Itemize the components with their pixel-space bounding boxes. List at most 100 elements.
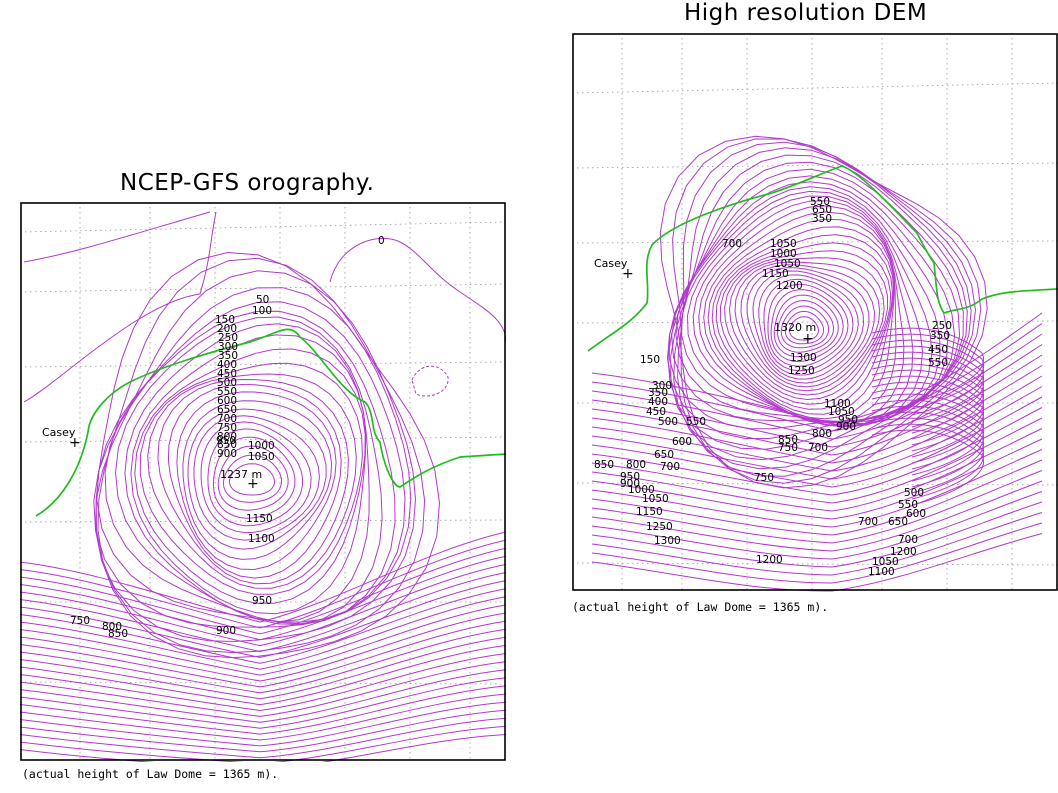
- right-station-marker: +: [622, 266, 634, 282]
- left-contour-label: 750: [70, 615, 90, 627]
- right-contour-label: 1150: [636, 506, 663, 518]
- left-band-contour: [20, 547, 506, 635]
- right-contour-label: 500: [658, 416, 678, 428]
- left-band-contour: [20, 661, 506, 717]
- right-dome-contour: [763, 278, 854, 372]
- right-lobe-contour: [871, 417, 985, 494]
- left-dome-contour: [147, 373, 357, 589]
- left-contour-label: 200: [217, 323, 237, 335]
- right-contour-label: 1200: [756, 554, 783, 566]
- right-map-caption: (actual height of Law Dome = 1365 m).: [572, 600, 829, 614]
- left-contour-label: 50: [256, 294, 269, 306]
- left-band-contour: [20, 717, 506, 759]
- left-contour-label: 700: [217, 413, 237, 425]
- right-dome-contour: [659, 135, 988, 489]
- left-depression-contour: [411, 365, 449, 397]
- left-map-caption: (actual height of Law Dome = 1365 m).: [22, 767, 279, 781]
- left-station-marker: +: [69, 435, 81, 451]
- left-dome-contour: [114, 316, 383, 625]
- left-station-label: Casey: [42, 426, 76, 439]
- right-band-contour: [591, 312, 1043, 424]
- right-dome-contour: [767, 283, 849, 367]
- right-lobe-contour: [871, 429, 985, 506]
- right-dome-contour: [734, 261, 881, 392]
- right-contour-label: 150: [640, 354, 660, 366]
- left-band-contour: [20, 725, 506, 762]
- right-contour-label: 1250: [788, 365, 815, 377]
- left-contour-label: 850: [217, 439, 237, 451]
- right-band-contour: [591, 491, 1043, 560]
- right-contour-label: 1000: [628, 484, 655, 496]
- left-dome-contour: [200, 421, 312, 534]
- left-dome-contour: [217, 445, 289, 511]
- left-contour-label: 300: [218, 341, 238, 353]
- left-band-contour: [20, 693, 506, 741]
- left-band-contour: [20, 531, 506, 623]
- right-band-contour: [591, 449, 1043, 528]
- right-dome-contour: [724, 250, 889, 401]
- right-band-contour: [591, 417, 1043, 504]
- left-map-frame: [20, 202, 506, 761]
- left-map-contours: [20, 251, 506, 762]
- right-contour-label: 750: [778, 442, 798, 454]
- left-band-contour: [20, 653, 506, 712]
- left-map-title: NCEP-GFS orography.: [120, 170, 375, 196]
- left-dome-contour: [176, 391, 337, 571]
- left-contour-label: 250: [218, 332, 238, 344]
- right-dome-contour: [788, 316, 820, 341]
- right-contour-label: 1050: [642, 493, 669, 505]
- right-contour-label: 1200: [776, 280, 803, 292]
- left-dome-contour: [167, 383, 342, 579]
- left-dome-contour: [212, 436, 296, 519]
- right-band-contour: [591, 344, 1043, 448]
- left-contour-label: 850: [108, 628, 128, 640]
- right-band-contour: [591, 323, 1043, 432]
- right-dome-contour: [777, 299, 835, 353]
- left-dome-contour: [222, 454, 283, 503]
- right-lobe-contour: [871, 399, 985, 476]
- left-band-contour: [20, 701, 506, 747]
- right-dome-contour: [715, 234, 894, 410]
- right-contour-label: 1050: [828, 406, 855, 418]
- left-dome-contour: [139, 362, 363, 595]
- left-peak-marker: +: [247, 476, 259, 492]
- right-contour-label: 700: [858, 516, 878, 528]
- left-band-contour: [20, 604, 506, 676]
- left-band-contour: [20, 588, 506, 664]
- left-dome-contour: [130, 334, 367, 615]
- left-dome-contour: [187, 408, 327, 550]
- left-contour-label: 800: [217, 431, 237, 443]
- right-contour-label: 450: [928, 344, 948, 356]
- left-band-contour: [20, 555, 506, 641]
- right-contour-label: 1050: [872, 556, 899, 568]
- right-coastline: [587, 165, 1058, 352]
- right-peak-label: 1320 m: [774, 321, 816, 334]
- left-contour-label: 900: [216, 625, 236, 637]
- right-contour-label: 650: [654, 449, 674, 461]
- right-lobe-contour: [871, 333, 985, 410]
- right-dome-contour: [677, 141, 977, 477]
- left-contour-label: 750: [217, 422, 237, 434]
- right-band-contour: [591, 386, 1043, 480]
- right-contour-label: 1050: [770, 238, 797, 250]
- left-band-contour: [20, 612, 506, 682]
- right-contour-label: 900: [620, 478, 640, 490]
- right-band-contour: [591, 480, 1043, 552]
- right-contour-label: 350: [812, 213, 832, 225]
- left-band-contour: [20, 572, 506, 653]
- left-coastline: [35, 328, 506, 517]
- right-lobe-contour: [871, 369, 985, 446]
- right-contour-label: 1150: [762, 268, 789, 280]
- right-contour-label: 950: [838, 414, 858, 426]
- left-contour-label: 1000: [248, 440, 275, 452]
- right-dome-contour: [672, 138, 982, 484]
- right-contour-label: 700: [808, 442, 828, 454]
- left-band-contour: [20, 677, 506, 729]
- right-band-contour: [591, 396, 1043, 488]
- left-contour-label: 1100: [248, 533, 275, 545]
- left-contour-label: 950: [216, 435, 236, 447]
- right-contour-label: 1050: [774, 258, 801, 270]
- left-band-contour: [20, 636, 506, 700]
- right-band-contour: [591, 501, 1043, 568]
- right-band-contour: [591, 365, 1043, 464]
